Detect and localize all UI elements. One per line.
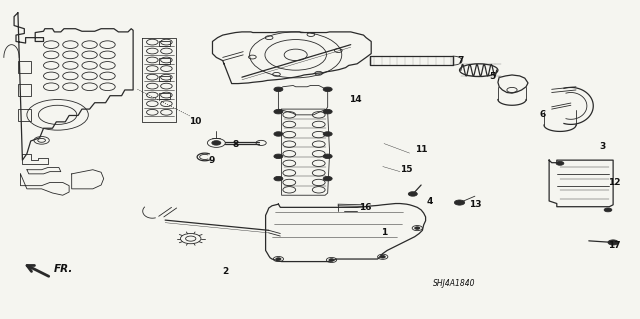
Circle shape — [323, 154, 332, 159]
Circle shape — [556, 161, 564, 165]
Text: 10: 10 — [189, 117, 202, 126]
Circle shape — [329, 259, 334, 261]
Text: 12: 12 — [608, 178, 621, 187]
Text: 13: 13 — [468, 200, 481, 209]
Circle shape — [608, 240, 618, 245]
Circle shape — [274, 87, 283, 92]
Circle shape — [274, 154, 283, 159]
Text: 9: 9 — [208, 156, 214, 165]
Bar — [18, 109, 31, 121]
Bar — [159, 58, 170, 64]
Bar — [18, 84, 31, 96]
Text: 15: 15 — [400, 165, 413, 174]
Text: 14: 14 — [349, 95, 362, 104]
Text: 6: 6 — [540, 110, 546, 119]
Circle shape — [212, 141, 221, 145]
Circle shape — [274, 132, 283, 136]
Circle shape — [380, 256, 385, 258]
Text: 8: 8 — [232, 140, 239, 149]
Bar — [159, 41, 170, 46]
Circle shape — [323, 87, 332, 92]
Text: 16: 16 — [358, 204, 371, 212]
Circle shape — [274, 176, 283, 181]
Text: 11: 11 — [415, 145, 428, 154]
Text: 1: 1 — [381, 228, 387, 237]
Circle shape — [274, 109, 283, 114]
Circle shape — [604, 208, 612, 212]
Text: FR.: FR. — [54, 264, 73, 274]
Text: 17: 17 — [608, 241, 621, 250]
Circle shape — [323, 132, 332, 136]
Circle shape — [454, 200, 465, 205]
Text: 4: 4 — [427, 197, 433, 206]
Text: 3: 3 — [600, 142, 606, 151]
Bar — [159, 76, 170, 81]
Bar — [18, 61, 31, 73]
Circle shape — [323, 176, 332, 181]
Circle shape — [415, 227, 420, 229]
Bar — [370, 56, 453, 65]
Text: SHJ4A1840: SHJ4A1840 — [433, 279, 476, 288]
Text: 2: 2 — [222, 267, 228, 276]
Circle shape — [323, 109, 332, 114]
Circle shape — [408, 192, 417, 196]
Circle shape — [276, 258, 281, 260]
Bar — [159, 93, 170, 99]
Text: 5: 5 — [490, 72, 496, 81]
Text: 7: 7 — [458, 56, 464, 65]
